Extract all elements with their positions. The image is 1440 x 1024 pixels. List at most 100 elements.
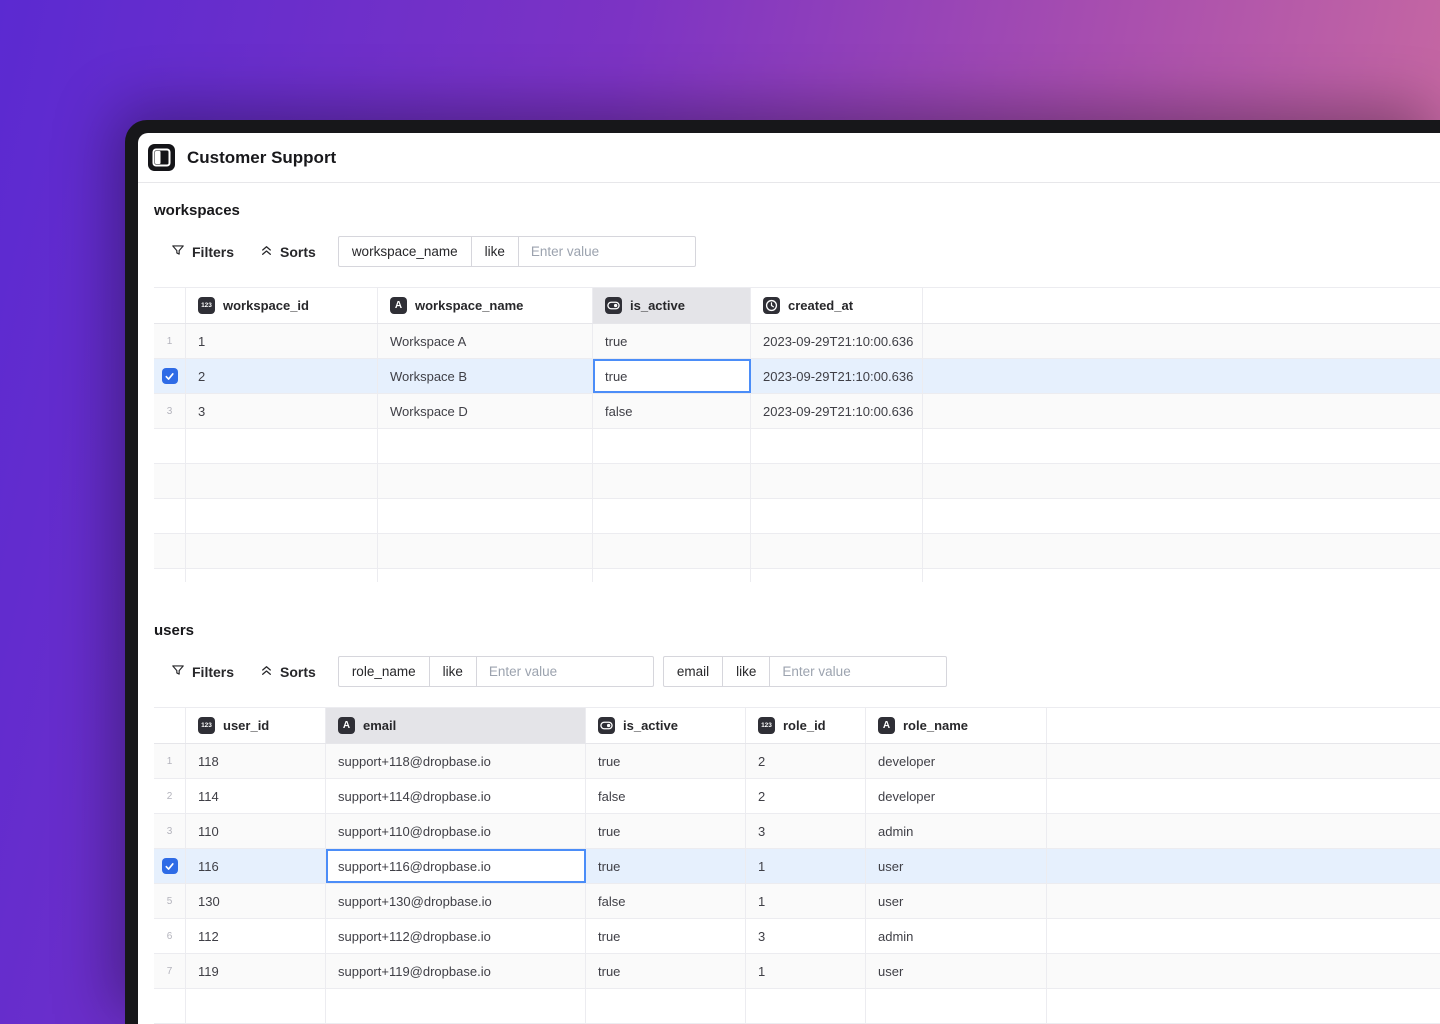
workspaces-filters-button[interactable]: Filters [154,236,247,267]
table-row-selected: 116 support+116@dropbase.io true 1 user [154,849,1440,884]
column-label: created_at [788,298,854,313]
cell-is-active[interactable]: false [586,779,746,813]
users-filters-button[interactable]: Filters [154,656,247,687]
cell-user-id[interactable]: 114 [186,779,326,813]
sort-icon [260,244,273,260]
column-header-is-active[interactable]: is_active [593,288,751,323]
cell-user-id[interactable]: 112 [186,919,326,953]
users-sorts-button[interactable]: Sorts [247,656,329,687]
cell-user-id[interactable]: 116 [186,849,326,883]
column-label: workspace_id [223,298,309,313]
column-header-role-id[interactable]: 123 role_id [746,708,866,743]
row-checkbox-cell[interactable] [154,849,186,883]
filter-operator-button[interactable]: like [722,656,771,687]
column-header-role-name[interactable]: A role_name [866,708,1047,743]
column-header-email[interactable]: A email [326,708,586,743]
cell-email[interactable]: support+110@dropbase.io [326,814,586,848]
filter-field-button[interactable]: email [662,656,724,687]
header-filler [1047,708,1440,743]
cell-role-id[interactable]: 2 [746,779,866,813]
cell-is-active[interactable]: true [586,814,746,848]
text-type-icon: A [390,297,407,314]
cell-created-at[interactable]: 2023-09-29T21:10:00.636 [751,359,923,393]
row-number[interactable]: 3 [154,814,186,848]
cell-role-id[interactable]: 1 [746,884,866,918]
workspaces-sorts-button[interactable]: Sorts [247,236,329,267]
column-header-workspace-name[interactable]: A workspace_name [378,288,593,323]
cell-created-at[interactable]: 2023-09-29T21:10:00.636 [751,324,923,358]
column-header-user-id[interactable]: 123 user_id [186,708,326,743]
table-row: 3 3 Workspace D false 2023-09-29T21:10:0… [154,394,1440,429]
row-filler [1047,884,1440,918]
row-number[interactable]: 3 [154,394,186,428]
cell-workspace-id[interactable]: 2 [186,359,378,393]
cell-role-name[interactable]: admin [866,919,1047,953]
cell-workspace-name[interactable]: Workspace D [378,394,593,428]
cell-role-id[interactable]: 2 [746,744,866,778]
users-section: users Filters Sorts role_name like [154,622,1440,1024]
cell-role-id[interactable]: 3 [746,919,866,953]
cell-is-active[interactable]: true [593,324,751,358]
row-filler [1047,919,1440,953]
number-type-icon: 123 [198,717,215,734]
row-number[interactable]: 7 [154,954,186,988]
row-checkbox[interactable] [161,858,178,874]
cell-is-active[interactable]: true [586,954,746,988]
filter-value-input[interactable] [517,236,696,267]
cell-is-active-focused[interactable]: true [593,359,751,393]
row-number[interactable]: 6 [154,919,186,953]
cell-role-name[interactable]: developer [866,779,1047,813]
filter-field-button[interactable]: workspace_name [337,236,472,267]
column-label: is_active [630,298,685,313]
cell-is-active[interactable]: false [586,884,746,918]
filter-value-input[interactable] [769,656,948,687]
cell-role-name[interactable]: user [866,849,1047,883]
cell-is-active[interactable]: true [586,744,746,778]
column-header-created-at[interactable]: created_at [751,288,923,323]
filter-value-input[interactable] [475,656,654,687]
filter-operator-button[interactable]: like [470,236,519,267]
cell-user-id[interactable]: 119 [186,954,326,988]
row-checkbox[interactable] [161,368,178,384]
cell-user-id[interactable]: 130 [186,884,326,918]
number-type-icon: 123 [198,297,215,314]
row-filler [923,324,1440,358]
cell-workspace-name[interactable]: Workspace A [378,324,593,358]
cell-role-id[interactable]: 1 [746,849,866,883]
row-number[interactable]: 1 [154,744,186,778]
row-number[interactable]: 2 [154,779,186,813]
cell-email[interactable]: support+112@dropbase.io [326,919,586,953]
cell-role-name[interactable]: user [866,954,1047,988]
filter-field-button[interactable]: role_name [337,656,430,687]
cell-workspace-id[interactable]: 1 [186,324,378,358]
cell-email[interactable]: support+114@dropbase.io [326,779,586,813]
row-checkbox-cell[interactable] [154,359,186,393]
column-header-workspace-id[interactable]: 123 workspace_id [186,288,378,323]
cell-email-focused[interactable]: support+116@dropbase.io [326,849,586,883]
cell-role-name[interactable]: user [866,884,1047,918]
cell-user-id[interactable]: 118 [186,744,326,778]
cell-is-active[interactable]: true [586,919,746,953]
cell-is-active[interactable]: false [593,394,751,428]
cell-role-name[interactable]: developer [866,744,1047,778]
row-filler [923,394,1440,428]
cell-role-id[interactable]: 1 [746,954,866,988]
cell-email[interactable]: support+118@dropbase.io [326,744,586,778]
column-header-is-active[interactable]: is_active [586,708,746,743]
cell-email[interactable]: support+119@dropbase.io [326,954,586,988]
table-row: 1 118 support+118@dropbase.io true 2 dev… [154,744,1440,779]
cell-workspace-id[interactable]: 3 [186,394,378,428]
cell-user-id[interactable]: 110 [186,814,326,848]
row-number-header [154,708,186,743]
workspaces-header-row: 123 workspace_id A workspace_name is_act… [154,288,1440,324]
cell-created-at[interactable]: 2023-09-29T21:10:00.636 [751,394,923,428]
cell-is-active[interactable]: true [586,849,746,883]
row-number[interactable]: 5 [154,884,186,918]
filter-operator-button[interactable]: like [428,656,477,687]
cell-workspace-name[interactable]: Workspace B [378,359,593,393]
row-number[interactable]: 1 [154,324,186,358]
cell-role-id[interactable]: 3 [746,814,866,848]
cell-email[interactable]: support+130@dropbase.io [326,884,586,918]
workspaces-table: 123 workspace_id A workspace_name is_act… [154,287,1440,582]
cell-role-name[interactable]: admin [866,814,1047,848]
